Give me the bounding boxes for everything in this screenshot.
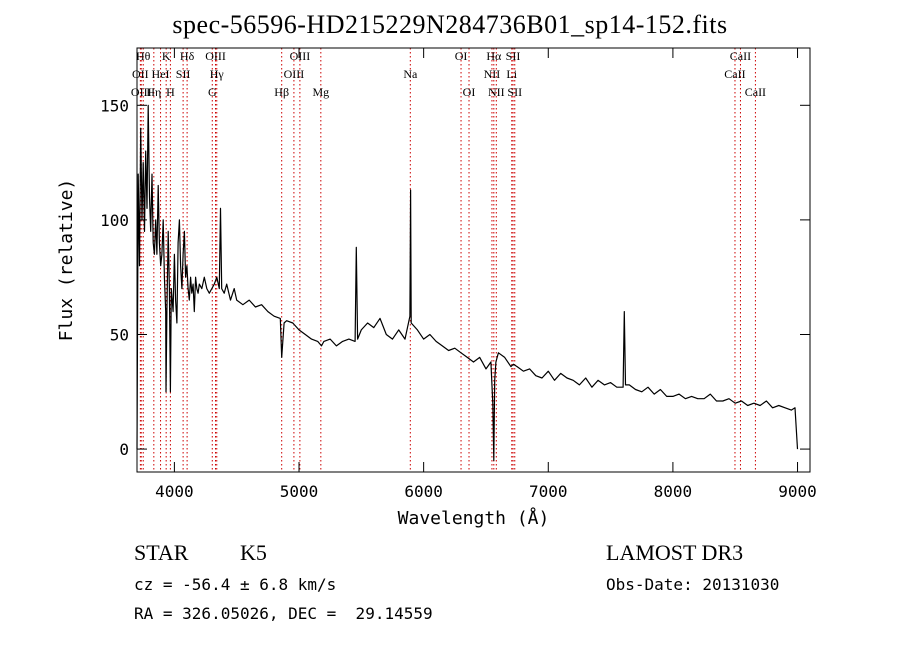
marker-label-21: NII — [488, 85, 505, 99]
marker-label-22: Li — [506, 67, 517, 81]
marker-label-23: SII — [506, 49, 521, 63]
x-axis-label: Wavelength (Å) — [398, 507, 550, 529]
marker-label-9: G — [208, 85, 217, 99]
marker-label-15: Mg — [312, 85, 329, 99]
marker-label-26: CaII — [730, 49, 751, 63]
marker-label-2: Hθ — [136, 49, 151, 63]
marker-label-10: OIII — [205, 49, 226, 63]
marker-label-1: OIII — [131, 85, 152, 99]
object-class: STAR — [134, 540, 189, 565]
spectrum-line — [136, 104, 799, 462]
y-tick-label: 0 — [119, 440, 129, 459]
coordinates-readout: RA = 326.05026, DEC = 29.14559 — [134, 604, 433, 623]
y-tick-label: 150 — [100, 96, 129, 115]
y-tick-label: 50 — [110, 325, 129, 344]
y-axis-label: Flux (relative) — [56, 179, 77, 342]
marker-label-8: Hδ — [180, 49, 195, 63]
marker-label-3: Hη — [146, 85, 161, 99]
marker-label-19: NII — [484, 67, 501, 81]
y-tick-label: 100 — [100, 211, 129, 230]
x-tick-label: 5000 — [280, 482, 319, 501]
x-tick-label: 8000 — [654, 482, 693, 501]
survey-name: LAMOST DR3 — [606, 540, 744, 565]
marker-label-25: CaII — [724, 67, 745, 81]
x-tick-label: 7000 — [529, 482, 568, 501]
marker-label-20: Hα — [486, 49, 502, 63]
marker-label-18: OI — [463, 85, 476, 99]
marker-label-27: CaII — [745, 85, 766, 99]
marker-label-12: Hβ — [274, 85, 289, 99]
marker-label-16: Na — [403, 67, 418, 81]
marker-label-0: OII — [132, 67, 149, 81]
x-tick-label: 9000 — [778, 482, 817, 501]
x-tick-label: 4000 — [155, 482, 194, 501]
marker-label-4: HeI — [152, 67, 170, 81]
object-subclass: K5 — [240, 540, 267, 565]
marker-label-5: K — [162, 49, 171, 63]
chart-title: spec-56596-HD215229N284736B01_sp14-152.f… — [172, 10, 728, 39]
marker-label-13: OIII — [284, 67, 305, 81]
marker-label-7: SII — [176, 67, 191, 81]
x-tick-label: 6000 — [404, 482, 443, 501]
marker-label-11: Hγ — [210, 67, 225, 81]
marker-label-17: OI — [455, 49, 468, 63]
marker-label-6: H — [166, 85, 175, 99]
plot-frame — [136, 47, 811, 473]
marker-label-24: SII — [507, 85, 522, 99]
redshift-readout: cz = -56.4 ± 6.8 km/s — [134, 575, 337, 594]
marker-label-14: OIII — [290, 49, 311, 63]
observation-date: Obs-Date: 20131030 — [606, 575, 780, 594]
